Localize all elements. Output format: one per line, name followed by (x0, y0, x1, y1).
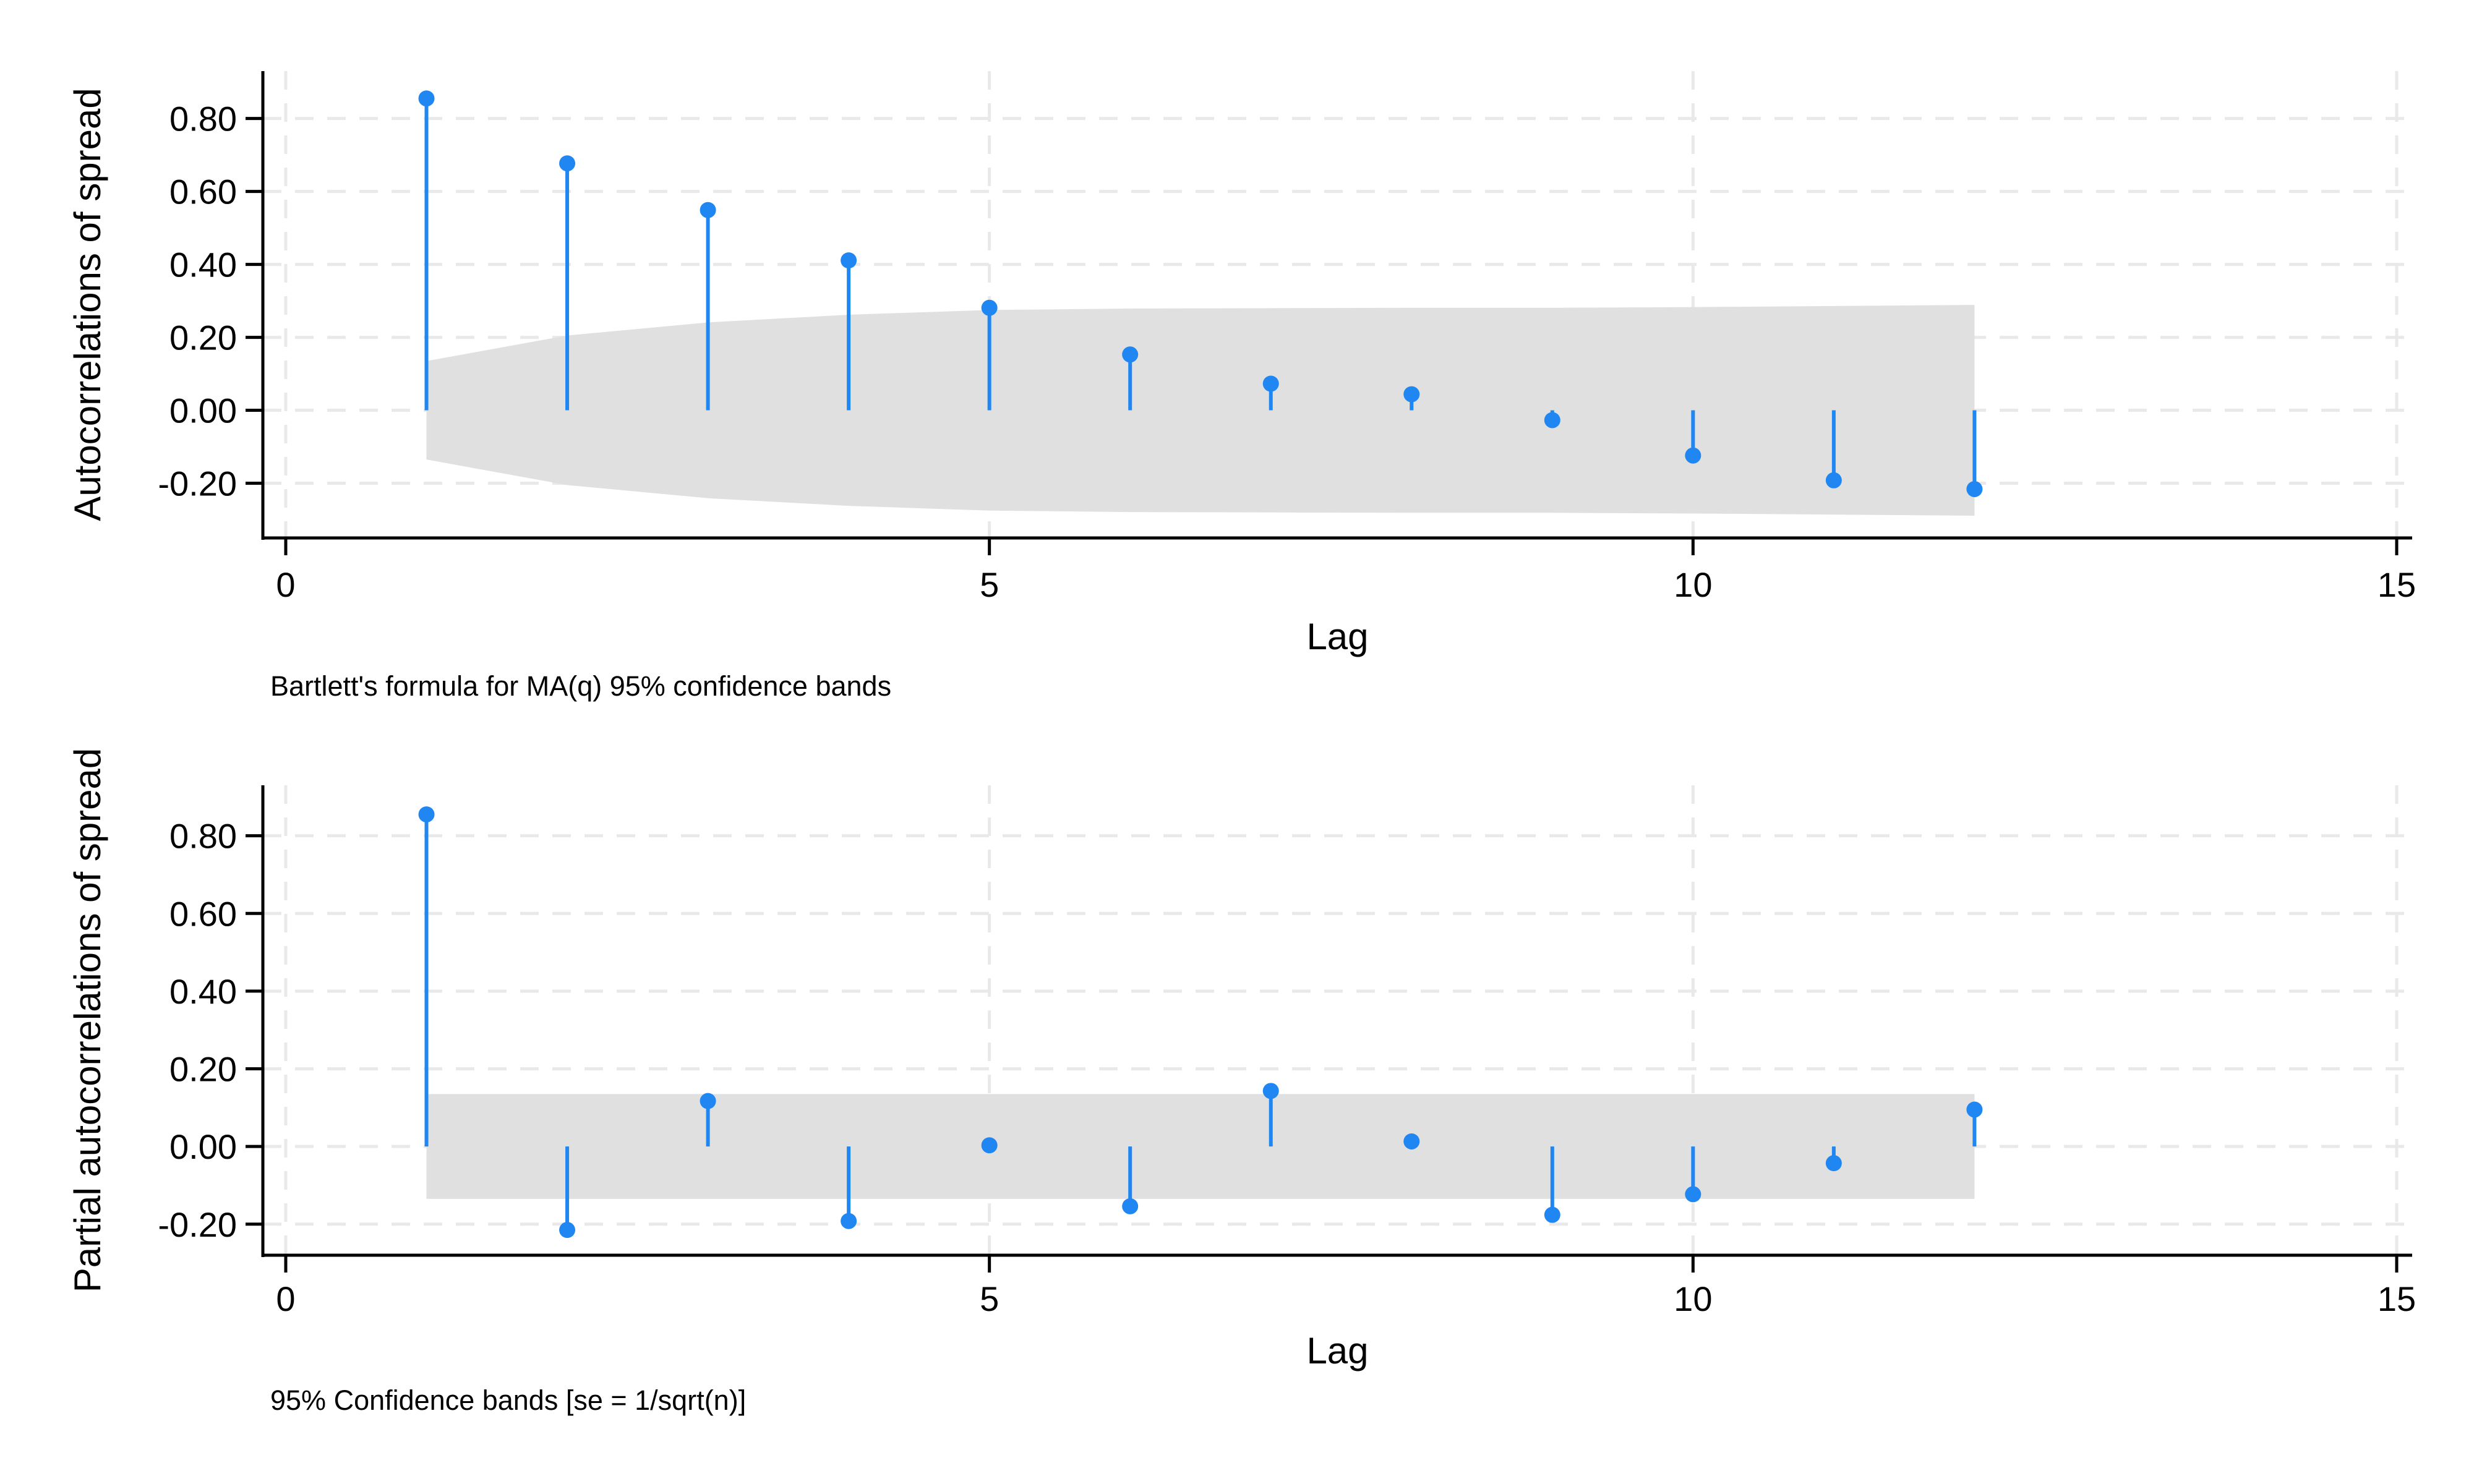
confidence-band (426, 305, 1975, 516)
point-lag-4 (841, 1213, 857, 1229)
x-tick-label: 10 (1674, 1279, 1712, 1318)
y-tick-label: 0.00 (169, 391, 237, 430)
y-tick-label: -0.20 (158, 464, 237, 503)
point-lag-9 (1544, 412, 1560, 429)
point-lag-2 (559, 155, 576, 172)
point-lag-6 (1122, 346, 1139, 363)
x-tick-label: 5 (980, 1279, 999, 1318)
y-tick-label: 0.00 (169, 1127, 237, 1166)
point-lag-10 (1685, 447, 1701, 464)
point-lag-5 (981, 1137, 998, 1154)
point-lag-12 (1966, 480, 1983, 497)
point-lag-5 (981, 299, 998, 316)
point-lag-7 (1262, 375, 1279, 392)
chart-note: Bartlett's formula for MA(q) 95% confide… (270, 670, 891, 702)
point-lag-4 (841, 252, 857, 269)
point-lag-8 (1403, 386, 1420, 403)
y-tick-label: 0.20 (169, 318, 237, 357)
y-axis-title: Autocorrelations of spread (67, 88, 108, 521)
point-lag-3 (700, 202, 716, 218)
chart-note: 95% Confidence bands [se = 1/sqrt(n)] (270, 1384, 746, 1416)
x-tick-label: 15 (2378, 565, 2416, 604)
point-lag-6 (1122, 1198, 1139, 1214)
point-lag-2 (559, 1222, 576, 1239)
point-lag-11 (1825, 1155, 1842, 1172)
y-tick-label: 0.80 (169, 817, 237, 856)
y-tick-label: 0.60 (169, 173, 237, 211)
x-tick-label: 0 (276, 1279, 295, 1318)
chart-panel-pacf: -0.20 0.00 0.20 0.40 0.60 0.80 0 5 10 15 Lag Partia… (67, 748, 2416, 1416)
y-axis-title: Partial autocorrelations of spread (67, 748, 108, 1293)
point-lag-7 (1262, 1083, 1279, 1099)
point-lag-12 (1966, 1101, 1983, 1118)
confidence-band (426, 1094, 1975, 1199)
x-axis-title: Lag (1306, 1330, 1368, 1371)
y-tick-label: 0.40 (169, 972, 237, 1011)
x-tick-label: 5 (980, 565, 999, 604)
point-lag-3 (700, 1093, 716, 1109)
chart-panel-acf: -0.20 0.00 0.20 0.40 0.60 0.80 0 5 10 15 Lag Autoco… (67, 71, 2416, 702)
x-tick-label: 10 (1674, 565, 1712, 604)
y-tick-label: 0.20 (169, 1050, 237, 1089)
point-lag-1 (418, 806, 435, 823)
x-axis-title: Lag (1306, 616, 1368, 657)
y-tick-label: 0.60 (169, 894, 237, 933)
point-lag-11 (1825, 472, 1842, 488)
y-tick-label: -0.20 (158, 1205, 237, 1244)
x-tick-label: 0 (276, 565, 295, 604)
y-tick-label: 0.40 (169, 245, 237, 284)
point-lag-10 (1685, 1186, 1701, 1203)
point-lag-8 (1403, 1133, 1420, 1149)
y-tick-label: 0.80 (169, 100, 237, 139)
x-tick-label: 15 (2378, 1279, 2416, 1318)
point-lag-1 (418, 90, 435, 107)
point-lag-9 (1544, 1206, 1560, 1223)
